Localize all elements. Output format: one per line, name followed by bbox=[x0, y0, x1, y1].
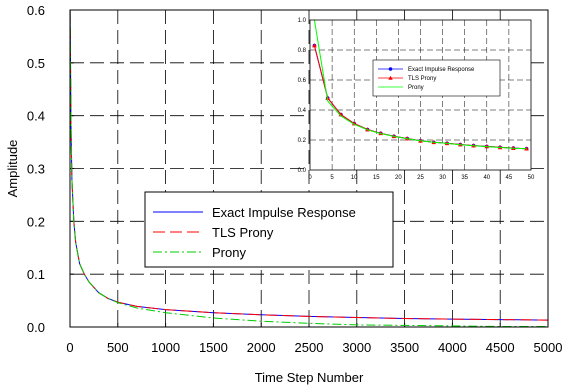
legend-label-tls-prony: TLS Prony bbox=[212, 225, 274, 240]
inset-x-tick-label: 10 bbox=[351, 175, 358, 181]
inset-tick-labels: 0 5 10 15 20 25 30 35 40 45 50 0.0 0.2 0.4 0.6 0.8 1.0 bbox=[298, 18, 535, 181]
inset-legend-marker-exact bbox=[388, 67, 393, 71]
inset-y-tick-label: 1.0 bbox=[298, 18, 307, 24]
y-tick-label: 0.2 bbox=[27, 214, 45, 229]
inset-x-tick-label: 5 bbox=[330, 175, 334, 181]
y-tick-label: 0.0 bbox=[27, 320, 45, 335]
x-tick-label: 3000 bbox=[342, 340, 371, 355]
y-tick-label: 0.3 bbox=[27, 162, 45, 177]
main-tick-labels: 0 500 1000 1500 2000 2500 3000 3500 4000 4500 5000… bbox=[27, 3, 563, 355]
legend-label-exact: Exact Impulse Response bbox=[212, 205, 356, 220]
y-tick-label: 0.6 bbox=[27, 3, 45, 18]
inset-y-tick-label: 0.4 bbox=[298, 108, 307, 114]
x-tick-label: 500 bbox=[107, 340, 129, 355]
y-axis-title: Amplitude bbox=[5, 140, 20, 198]
legend-label-prony: Prony bbox=[212, 245, 246, 260]
inset-x-tick-label: 15 bbox=[373, 175, 380, 181]
y-tick-label: 0.5 bbox=[27, 56, 45, 71]
x-tick-label: 1000 bbox=[151, 340, 180, 355]
y-tick-label: 0.1 bbox=[27, 267, 45, 282]
inset-plot-frame bbox=[309, 19, 532, 171]
inset-point-tls-prony bbox=[312, 43, 317, 48]
inset-x-tick-label: 40 bbox=[483, 175, 490, 181]
x-tick-label: 2500 bbox=[295, 340, 324, 355]
main-series-group bbox=[69, 9, 549, 327]
inset-y-tick-label: 0.6 bbox=[298, 78, 307, 84]
inset-legend: Exact Impulse Response TLS Prony Prony bbox=[372, 59, 501, 97]
main-legend: Exact Impulse Response TLS Prony Prony bbox=[144, 191, 394, 268]
x-tick-label: 0 bbox=[66, 340, 73, 355]
inset-y-tick-label: 0.2 bbox=[298, 138, 307, 144]
inset-y-tick-label: 0.8 bbox=[298, 48, 307, 54]
inset-x-tick-label: 35 bbox=[461, 175, 468, 181]
x-tick-label: 4000 bbox=[438, 340, 467, 355]
inset-series-group bbox=[312, 19, 529, 151]
inset-x-tick-label: 30 bbox=[439, 175, 446, 181]
inset-legend-label-prony: Prony bbox=[408, 85, 424, 91]
inset-legend-marker-tls-prony bbox=[388, 75, 393, 80]
x-axis-title: Time Step Number bbox=[255, 370, 364, 385]
inset-chart: 0 5 10 15 20 25 30 35 40 45 50 0.0 0.2 0.4 0.6 0.8 1.0 E… bbox=[298, 18, 535, 181]
x-tick-label: 1500 bbox=[199, 340, 228, 355]
inset-y-tick-label: 0.0 bbox=[298, 168, 307, 174]
inset-legend-label-tls-prony: TLS Prony bbox=[408, 76, 436, 82]
inset-x-tick-label: 50 bbox=[528, 175, 535, 181]
inset-x-tick-label: 45 bbox=[506, 175, 513, 181]
inset-x-tick-label: 0 bbox=[308, 175, 312, 181]
inset-x-tick-label: 20 bbox=[395, 175, 402, 181]
x-tick-label: 2000 bbox=[247, 340, 276, 355]
inset-x-tick-label: 25 bbox=[417, 175, 424, 181]
main-legend-box bbox=[144, 191, 394, 268]
series-line-prony bbox=[69, 9, 548, 327]
inset-legend-label-exact: Exact Impulse Response bbox=[408, 67, 475, 73]
main-plot-frame bbox=[69, 9, 549, 328]
x-tick-label: 5000 bbox=[534, 340, 563, 355]
inset-series-line-prony bbox=[313, 19, 527, 150]
y-tick-label: 0.4 bbox=[27, 109, 45, 124]
x-tick-label: 3500 bbox=[390, 340, 419, 355]
x-tick-label: 4500 bbox=[486, 340, 515, 355]
inset-point-tls-prony bbox=[325, 95, 330, 100]
